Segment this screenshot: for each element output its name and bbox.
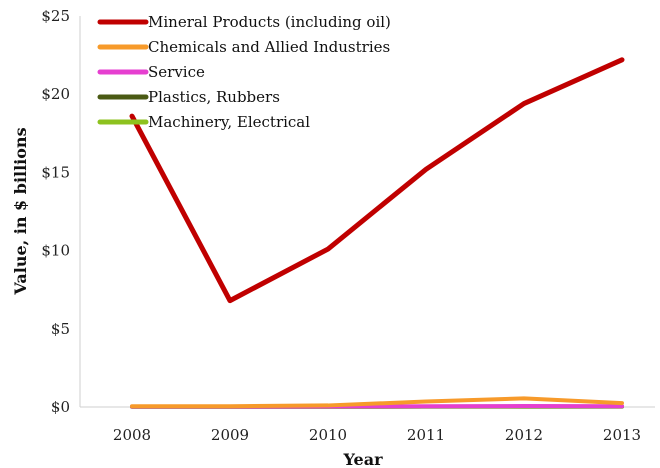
legend-label: Chemicals and Allied Industries [148,38,390,56]
legend-label: Plastics, Rubbers [148,88,280,106]
y-tick-labels: $0 $5 $10 $15 $20 $25 [41,7,70,416]
y-tick-label: $5 [51,320,70,338]
x-tick-label: 2010 [309,426,347,444]
y-tick-label: $20 [41,85,70,103]
x-axis-title: Year [342,450,383,468]
x-tick-labels: 2008 2009 2010 2011 2012 2013 [113,426,641,444]
legend-label: Machinery, Electrical [148,113,310,131]
legend-label: Mineral Products (including oil) [148,13,391,31]
x-tick-label: 2012 [505,426,543,444]
series-lines [129,57,625,409]
series-line-chemicals-and-allied-industries [130,396,624,409]
y-tick-label: $0 [51,398,70,416]
legend: Mineral Products (including oil) Chemical… [97,13,391,131]
y-tick-label: $10 [41,242,70,260]
y-tick-label: $15 [41,163,70,181]
x-tick-label: 2008 [113,426,151,444]
y-tick-label: $25 [41,7,70,25]
x-tick-label: 2013 [603,426,641,444]
x-tick-label: 2009 [211,426,249,444]
legend-label: Service [148,63,205,81]
series-line-mineral-products-including-oil [129,57,625,304]
y-axis-title: Value, in $ billions [11,127,30,295]
x-tick-label: 2011 [407,426,445,444]
